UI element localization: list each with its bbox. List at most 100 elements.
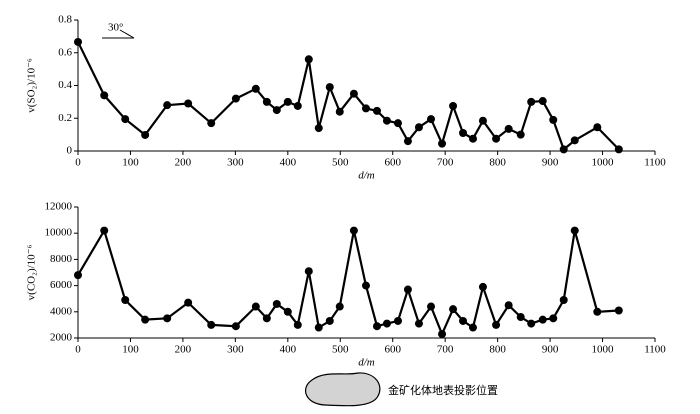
data-point bbox=[478, 116, 487, 125]
data-point bbox=[549, 314, 558, 323]
x-tick-label: 1100 bbox=[644, 344, 666, 356]
data-point bbox=[251, 84, 260, 93]
data-point bbox=[262, 97, 271, 106]
data-point bbox=[283, 97, 292, 106]
y-tick-label: 6000 bbox=[50, 279, 73, 291]
data-point bbox=[438, 139, 447, 148]
x-tick-label: 800 bbox=[489, 157, 506, 169]
data-point bbox=[403, 137, 412, 146]
data-point bbox=[141, 315, 150, 324]
x-tick-label: 100 bbox=[122, 344, 139, 356]
data-point bbox=[293, 101, 302, 110]
x-tick-label: 500 bbox=[332, 344, 349, 356]
data-point bbox=[184, 99, 193, 108]
data-point bbox=[335, 302, 344, 311]
y-axis-label: v(SO₂)/10⁻⁶ bbox=[26, 58, 38, 113]
x-tick-label: 400 bbox=[280, 344, 297, 356]
data-point bbox=[272, 106, 281, 115]
x-tick-label: 400 bbox=[280, 157, 297, 169]
data-point bbox=[438, 330, 447, 339]
x-tick-label: 700 bbox=[437, 157, 454, 169]
data-point bbox=[393, 119, 402, 128]
x-tick-label: 200 bbox=[175, 157, 192, 169]
data-point bbox=[163, 101, 172, 110]
data-point bbox=[527, 319, 536, 328]
data-point bbox=[527, 97, 536, 106]
legend-label: 金矿化体地表投影位置 bbox=[388, 383, 498, 397]
y-tick-label: 8000 bbox=[50, 253, 73, 265]
data-point bbox=[361, 104, 370, 113]
data-point bbox=[414, 123, 423, 132]
data-point bbox=[372, 106, 381, 115]
data-line bbox=[77, 227, 619, 337]
data-point bbox=[504, 124, 513, 133]
y-tick-label: 12000 bbox=[45, 201, 73, 213]
data-point bbox=[468, 134, 477, 143]
data-point bbox=[478, 282, 487, 291]
x-tick-label: 1000 bbox=[592, 157, 615, 169]
data-point bbox=[393, 316, 402, 325]
data-point bbox=[593, 307, 602, 316]
data-point bbox=[251, 302, 260, 311]
x-tick-label: 600 bbox=[384, 344, 401, 356]
x-tick-label: 300 bbox=[227, 344, 244, 356]
y-axis-label: v(CO₂)/10⁻⁶ bbox=[26, 245, 38, 301]
x-tick-label: 700 bbox=[437, 344, 454, 356]
data-point bbox=[314, 323, 323, 332]
x-tick-label: 0 bbox=[75, 157, 81, 169]
data-point bbox=[100, 226, 109, 235]
x-tick-label: 500 bbox=[332, 157, 349, 169]
data-point bbox=[325, 316, 334, 325]
data-point bbox=[207, 320, 216, 329]
data-point bbox=[100, 91, 109, 100]
data-point bbox=[74, 271, 82, 280]
data-point bbox=[549, 115, 558, 124]
x-tick-label: 800 bbox=[489, 344, 506, 356]
data-point bbox=[570, 226, 579, 235]
data-point bbox=[570, 136, 579, 145]
x-tick-label: 300 bbox=[227, 157, 244, 169]
data-point bbox=[349, 89, 358, 98]
data-point bbox=[121, 115, 130, 124]
data-point bbox=[449, 101, 458, 110]
legend-shape bbox=[304, 372, 381, 407]
y-tick-label: 0 bbox=[67, 145, 73, 157]
data-point bbox=[382, 319, 391, 328]
x-tick-label: 100 bbox=[122, 157, 139, 169]
data-point bbox=[293, 320, 302, 329]
y-tick-label: 4000 bbox=[50, 305, 73, 317]
x-tick-label: 200 bbox=[175, 344, 192, 356]
data-point bbox=[403, 285, 412, 294]
data-point bbox=[207, 119, 216, 128]
data-point bbox=[349, 226, 358, 235]
x-tick-label: 600 bbox=[384, 157, 401, 169]
data-point bbox=[538, 315, 547, 324]
data-point bbox=[516, 130, 525, 139]
data-point bbox=[614, 306, 623, 315]
data-point bbox=[184, 298, 193, 307]
data-point bbox=[504, 301, 513, 310]
data-point bbox=[614, 145, 623, 154]
data-point bbox=[335, 107, 344, 116]
y-tick-label: 0.8 bbox=[58, 14, 72, 26]
data-point bbox=[74, 37, 82, 46]
data-point bbox=[492, 134, 501, 143]
y-tick-label: 2000 bbox=[50, 332, 73, 344]
y-tick-label: 0.4 bbox=[58, 79, 72, 91]
data-point bbox=[372, 322, 381, 331]
data-point bbox=[449, 305, 458, 314]
data-point bbox=[516, 313, 525, 322]
data-point bbox=[272, 299, 281, 308]
data-point bbox=[283, 307, 292, 316]
data-point bbox=[459, 128, 468, 137]
x-tick-label: 900 bbox=[542, 344, 559, 356]
data-point bbox=[459, 316, 468, 325]
data-point bbox=[304, 267, 313, 276]
data-point bbox=[538, 97, 547, 106]
data-point bbox=[593, 123, 602, 132]
data-point bbox=[361, 281, 370, 290]
data-point bbox=[325, 83, 334, 92]
x-tick-label: 1100 bbox=[644, 157, 666, 169]
x-axis-label: d/m bbox=[358, 357, 375, 369]
data-point bbox=[121, 296, 130, 305]
